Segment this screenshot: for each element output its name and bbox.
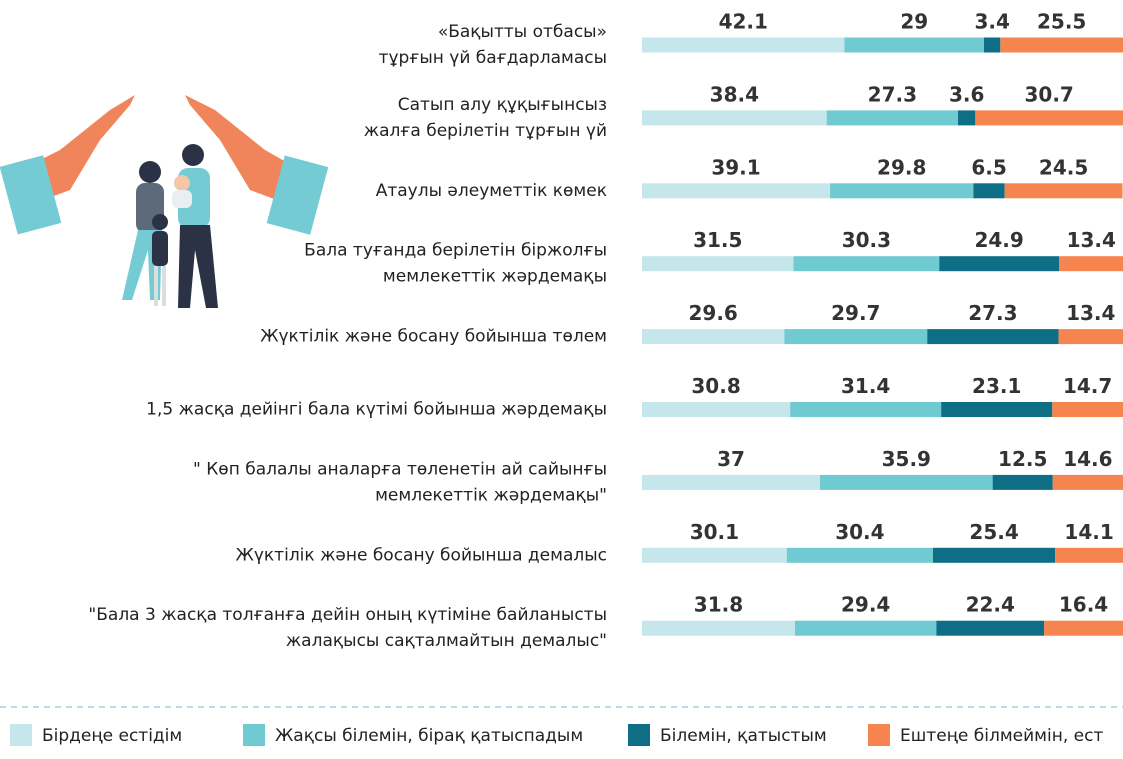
value-label: 24.5 (1039, 155, 1088, 179)
bar-segment (642, 110, 827, 126)
legend-label: Бірдеңе естідім (42, 726, 182, 746)
value-label: 13.4 (1067, 228, 1116, 252)
category-label: "Бала 3 жасқа толғанға дейін оның күтімі… (88, 605, 607, 625)
value-label: 42.1 (719, 10, 768, 34)
bar-segment (983, 37, 1001, 53)
legend-swatch (243, 724, 265, 746)
bar-segment (927, 329, 1059, 345)
bar-segment (642, 402, 791, 417)
bar-segment (1059, 256, 1123, 272)
bar-segment (936, 620, 1045, 636)
legend-label: Ештеңе білмеймін, ест (900, 726, 1103, 746)
legend-swatch (10, 724, 32, 746)
value-label: 14.1 (1064, 520, 1113, 544)
bar-segment (826, 110, 959, 126)
bar-segment (1058, 329, 1123, 345)
bar-segment (1052, 474, 1123, 490)
legend-label: Білемін, қатыстым (660, 726, 827, 746)
bar-segment (973, 183, 1005, 199)
bar-segment (933, 547, 1056, 563)
value-label: 27.3 (968, 301, 1017, 325)
value-label: 25.4 (969, 520, 1018, 544)
value-label: 38.4 (710, 82, 759, 106)
bar-segment (642, 474, 820, 490)
value-label: 31.8 (694, 593, 743, 617)
category-label: " Көп балалы аналарға төленетін ай сайын… (193, 459, 607, 479)
value-label: 29.7 (831, 301, 880, 325)
value-label: 3.4 (974, 10, 1009, 34)
value-label: 31.5 (693, 228, 742, 252)
bar-segment (844, 37, 984, 53)
category-label: мемлекеттік жәрдемақы" (375, 485, 607, 505)
value-label: 31.4 (841, 374, 890, 398)
value-label: 22.4 (966, 593, 1015, 617)
bar-segment (819, 474, 993, 490)
value-label: 24.9 (974, 228, 1023, 252)
value-label: 14.7 (1063, 374, 1112, 398)
category-label: «Бақытты отбасы» (438, 22, 607, 42)
value-label: 14.6 (1063, 447, 1112, 471)
bar-segment (642, 37, 845, 53)
bar-segment (642, 329, 785, 345)
bar-segment (642, 183, 831, 199)
value-label: 6.5 (971, 155, 1006, 179)
bar-segment (975, 110, 1123, 126)
value-label: 27.3 (868, 82, 917, 106)
bar-segment (790, 402, 942, 417)
bar-segment (941, 402, 1053, 417)
value-label: 35.9 (882, 447, 931, 471)
value-label: 12.5 (998, 447, 1047, 471)
bar-segment (642, 547, 787, 563)
value-label: 30.8 (691, 374, 740, 398)
bar-segment (642, 256, 794, 272)
category-label: жалақысы сақталмайтын демалыс" (286, 631, 607, 651)
bar-segment (1000, 37, 1123, 53)
value-label: 37 (717, 447, 745, 471)
value-label: 23.1 (972, 374, 1021, 398)
value-label: 30.7 (1024, 82, 1073, 106)
value-label: 25.5 (1037, 10, 1086, 34)
bar-segment (1004, 183, 1123, 199)
category-label: жалға берілетін тұрғын үй (364, 121, 607, 141)
bar-segment (830, 183, 974, 199)
bar-segment (958, 110, 976, 126)
category-label: Атаулы әлеуметтік көмек (376, 181, 607, 201)
legend-swatch (868, 724, 890, 746)
value-label: 13.4 (1066, 301, 1115, 325)
value-label: 3.6 (949, 82, 984, 106)
bar-segment (992, 474, 1053, 490)
category-label: Жүктілік және босану бойынша төлем (260, 327, 607, 347)
bar-segment (1055, 547, 1123, 563)
value-label: 16.4 (1059, 593, 1108, 617)
value-label: 39.1 (711, 155, 760, 179)
bar-segment (642, 620, 795, 636)
category-label: Бала туғанда берілетін біржолғы (304, 241, 607, 261)
legend-swatch (628, 724, 650, 746)
value-label: 30.1 (690, 520, 739, 544)
value-label: 30.3 (842, 228, 891, 252)
category-label: Сатып алу құқығынсыз (398, 95, 607, 115)
value-label: 29.8 (877, 155, 926, 179)
category-label: тұрғын үй бағдарламасы (379, 48, 607, 68)
value-label: 29.6 (689, 301, 738, 325)
bar-segment (784, 329, 928, 345)
bar-segment (1044, 620, 1123, 636)
bar-segment (1052, 402, 1123, 417)
category-label: Жүктілік және босану бойынша демалыс (236, 545, 607, 565)
bar-segment (939, 256, 1060, 272)
legend-label: Жақсы білемін, бірақ қатыспадым (275, 726, 583, 746)
bar-segment (794, 620, 937, 636)
family-illustration (0, 95, 329, 308)
bar-segment (786, 547, 934, 563)
value-label: 30.4 (835, 520, 884, 544)
value-label: 29.4 (841, 593, 890, 617)
bar-segment (793, 256, 940, 272)
category-label: 1,5 жасқа дейінгі бала күтімі бойынша жә… (146, 400, 607, 420)
value-label: 29 (900, 10, 928, 34)
category-label: мемлекеттік жәрдемақы (383, 267, 607, 287)
